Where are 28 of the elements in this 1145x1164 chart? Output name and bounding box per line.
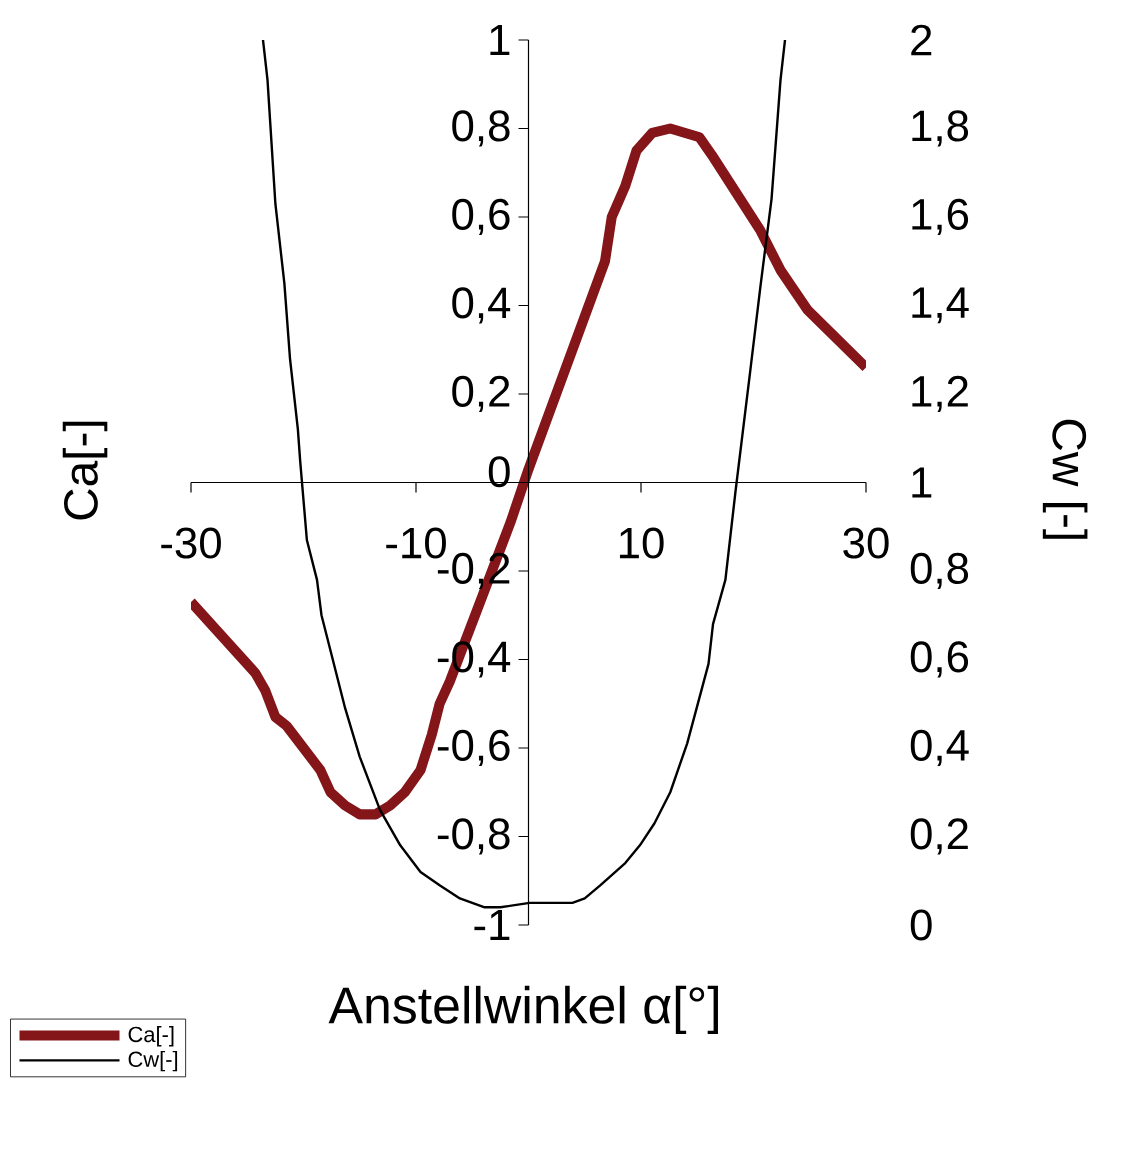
y2-axis-title: Cw [-] bbox=[1042, 419, 1088, 539]
y2-tick-label: 1 bbox=[912, 467, 932, 498]
y2-tick-label: 1,2 bbox=[912, 375, 968, 413]
y-tick-label: 0 bbox=[488, 456, 510, 488]
legend-label: Ca[-] bbox=[128, 1026, 174, 1047]
y2-tick-label: 1,4 bbox=[912, 287, 969, 324]
y-tick-label: -0,8 bbox=[437, 818, 510, 855]
x-tick-label: 10 bbox=[619, 527, 664, 559]
y2-tick-label: 1,6 bbox=[912, 198, 969, 236]
y-tick-label: 0,2 bbox=[452, 375, 510, 413]
y2-tick-label: 0,4 bbox=[910, 729, 969, 767]
x-tick-label: 30 bbox=[843, 527, 889, 559]
y-tick-label: -1 bbox=[474, 909, 510, 941]
y-tick-label: 0,4 bbox=[452, 287, 511, 324]
x-tick-label: -30 bbox=[161, 527, 221, 559]
y2-tick-label: 0,6 bbox=[910, 641, 969, 678]
y2-tick-label: 0 bbox=[910, 909, 932, 941]
x-axis-title: Anstellwinkel α[°] bbox=[328, 985, 718, 1035]
y2-tick-label: 1,8 bbox=[912, 110, 969, 147]
y2-tick-label: 0,2 bbox=[910, 818, 968, 855]
y-tick-label: 0,6 bbox=[452, 198, 510, 236]
legend-label: Cw[-] bbox=[128, 1050, 178, 1072]
y2-tick-label: 2 bbox=[911, 24, 932, 56]
y2-tick-label: 0,8 bbox=[910, 552, 969, 590]
y-axis-title: Ca[-] bbox=[62, 421, 108, 520]
y-tick-label: -0,6 bbox=[437, 729, 510, 767]
y-tick-label: 1 bbox=[490, 24, 510, 56]
y-tick-label: 0,8 bbox=[452, 110, 510, 147]
